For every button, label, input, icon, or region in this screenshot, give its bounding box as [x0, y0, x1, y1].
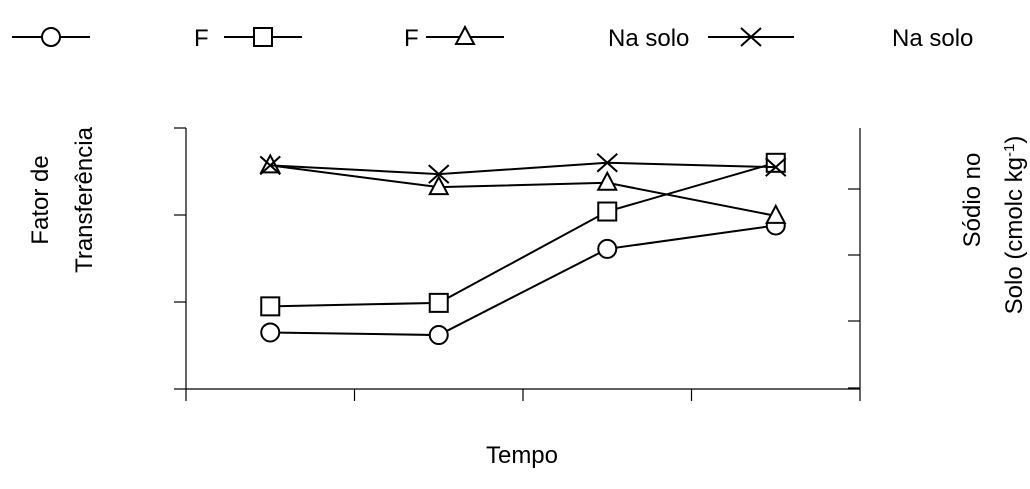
legend-label: F	[194, 25, 209, 52]
legend-item-5: Na solo	[892, 25, 973, 52]
legend: F F Na solo Na solo	[12, 24, 973, 52]
series-4-line	[270, 161, 776, 176]
series-2	[260, 152, 786, 317]
series-4-point	[428, 164, 450, 184]
series-layer	[259, 152, 787, 346]
y-axis-left-label: Fator de Transferência	[27, 126, 98, 272]
legend-item-4: Na solo	[608, 25, 794, 52]
x-axis-label: Tempo	[486, 442, 558, 469]
legend-marker	[740, 27, 762, 47]
series-4	[259, 153, 787, 184]
series-1-point	[597, 238, 618, 259]
series-1	[260, 215, 786, 346]
legend-item-3: F	[404, 24, 504, 52]
series-1-point	[428, 325, 449, 346]
series-3-line	[270, 164, 776, 217]
axes	[174, 127, 861, 401]
legend-label: Na solo	[892, 25, 973, 52]
series-3	[259, 153, 787, 224]
series-1-line	[270, 224, 776, 337]
series-2-line	[270, 161, 777, 308]
series-2-point	[260, 296, 281, 317]
series-2-point	[597, 201, 618, 222]
series-3-point	[428, 175, 450, 196]
y-axis-right-label-line-1: Sódio no	[959, 153, 986, 248]
y-axis-right-label: Sódio no Solo (cmolc kg-1)	[959, 136, 1028, 315]
y-axis-left-label-line-1: Fator de	[27, 155, 54, 244]
y-axis-left-label-line-2: Transferência	[71, 126, 98, 272]
legend-marker	[253, 27, 273, 47]
legend-item-1	[12, 27, 90, 47]
series-4-point	[259, 155, 281, 176]
series-4-point	[765, 157, 787, 177]
y-axis-right-label-close: )	[1001, 136, 1028, 144]
legend-marker	[454, 24, 476, 45]
y-axis-right-label-sup: -1	[1001, 144, 1018, 157]
legend-label: Na solo	[608, 25, 689, 52]
y-axis-right-label-main: Solo (cmolc kg	[1001, 157, 1028, 314]
series-2-point	[428, 292, 449, 313]
legend-label: F	[404, 25, 419, 52]
series-3-point	[596, 170, 618, 191]
legend-marker	[41, 27, 61, 47]
series-3-point	[765, 203, 787, 224]
series-1-point	[260, 322, 281, 343]
y-axis-right-label-line-2: Solo (cmolc kg-1)	[1001, 136, 1029, 315]
legend-item-2: F	[194, 25, 302, 52]
series-4-point	[596, 153, 618, 173]
